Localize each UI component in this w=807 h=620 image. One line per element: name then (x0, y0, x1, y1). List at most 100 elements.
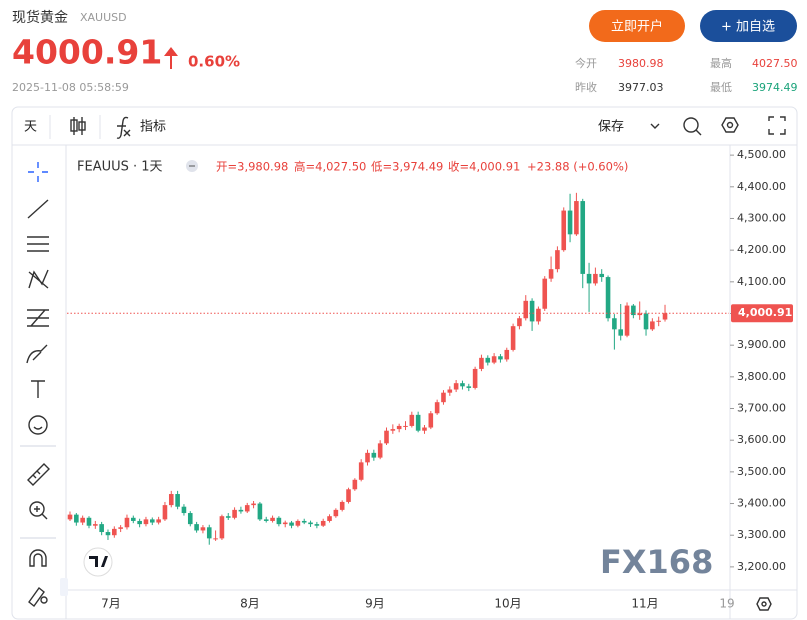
tv-logo-mark (89, 556, 108, 567)
y-tick-label: 3,700.00 (737, 402, 786, 415)
lock-tool[interactable] (28, 586, 48, 608)
y-tick-label: 3,200.00 (737, 560, 786, 573)
candle-body (593, 273, 598, 284)
indicator-icon[interactable] (116, 116, 131, 139)
chart-frame (11, 106, 798, 620)
candle-body (536, 308, 541, 322)
candle-body (580, 201, 586, 274)
candle-body (358, 462, 364, 480)
candle-body (542, 278, 548, 309)
crosshair-tool[interactable] (28, 162, 48, 182)
settings-button[interactable] (721, 117, 739, 133)
save-dropdown[interactable] (650, 123, 660, 129)
candle-body (422, 427, 427, 431)
candle-body (232, 509, 237, 518)
candle-body (149, 519, 155, 523)
y-tick-label: 3,600.00 (737, 433, 786, 446)
prediction-tool[interactable] (27, 309, 49, 327)
legend-high: 高=4,027.50 (294, 160, 366, 174)
candle-body (441, 392, 446, 403)
candle-body (574, 201, 579, 235)
y-tick-label: 3,400.00 (737, 497, 786, 510)
candle-body (244, 505, 250, 512)
candle-body (491, 356, 497, 363)
candle-body (586, 273, 592, 284)
candle-body (555, 250, 560, 270)
stat-value: 3980.98 (618, 57, 664, 70)
candle-body (137, 520, 142, 525)
candle-body (371, 452, 377, 458)
candle-body (396, 425, 402, 430)
watchlist-button[interactable]: + 加自选 (700, 10, 797, 42)
candle-body (213, 538, 218, 540)
open-account-button[interactable]: 立即开户 (589, 10, 685, 42)
candle-body (156, 519, 161, 523)
button-label: + 加自选 (721, 20, 775, 35)
axis-settings[interactable] (756, 597, 772, 611)
candle-body (327, 516, 332, 521)
candle-body (453, 383, 459, 390)
candle-body (118, 527, 123, 529)
sidebar-toggle[interactable] (60, 578, 68, 596)
quick-search-button[interactable] (683, 117, 702, 136)
candle-body (257, 503, 263, 520)
candle-body (181, 506, 187, 514)
y-tick-label: 3,300.00 (737, 528, 786, 541)
candle-body (403, 425, 408, 427)
x-tick-label: 11月 (631, 597, 658, 611)
candle-body (643, 313, 649, 330)
candle-body (105, 532, 111, 536)
chart-type-button[interactable] (70, 117, 86, 135)
button-bg (700, 10, 797, 42)
fullscreen-button[interactable] (768, 116, 786, 135)
candle-body (333, 509, 339, 517)
emoji-tool[interactable] (28, 415, 48, 435)
candle-body (447, 389, 453, 393)
candle-body (662, 313, 668, 320)
pattern-tool[interactable] (28, 269, 49, 289)
trendline-tool[interactable] (27, 199, 49, 219)
candle-body (289, 522, 294, 526)
fib-tool[interactable] (27, 236, 49, 252)
indicators-button[interactable]: 指标 (140, 120, 166, 135)
candle-body (282, 522, 288, 525)
y-tick-label: 4,500.00 (737, 148, 786, 161)
save-button[interactable]: 保存 (598, 120, 624, 135)
button-label: 立即开户 (611, 19, 663, 35)
candle-body (548, 269, 554, 279)
zoom-tool[interactable] (29, 501, 48, 520)
candle-body (346, 489, 351, 502)
candle-body (162, 505, 168, 520)
candle-body (168, 494, 174, 506)
candle-body (504, 349, 510, 360)
candle-body (605, 277, 611, 319)
candle-body (143, 519, 149, 525)
candle-body (124, 517, 130, 528)
candle-body (517, 318, 522, 327)
y-tick-label: 4,100.00 (737, 275, 786, 288)
button-bg (589, 10, 685, 42)
magnet-tool[interactable] (29, 549, 47, 567)
candle-body (390, 429, 396, 431)
candle-body (187, 513, 193, 525)
candle-body (339, 501, 345, 510)
ruler-tool[interactable] (27, 463, 50, 486)
x-tick-label: 7月 (101, 597, 121, 611)
symbol: XAUUSD (80, 11, 127, 24)
candle-body (80, 517, 85, 523)
candle-body (377, 443, 383, 458)
candle-body (263, 519, 269, 521)
stat-label: 最高 (710, 56, 732, 70)
text-tool[interactable] (31, 380, 45, 398)
x-tick-label: 10月 (494, 597, 521, 611)
legend-symbol: FEAUUS · 1天 (77, 160, 163, 175)
x-tick-label: 8月 (240, 597, 260, 611)
stat-label: 昨收 (575, 80, 597, 94)
candle-body (74, 514, 79, 523)
brush-tool[interactable] (26, 344, 48, 364)
candle-body (206, 527, 212, 539)
interval-button[interactable]: 天 (24, 120, 37, 135)
watermark: FX168 (600, 543, 713, 581)
candle-body (112, 528, 117, 536)
candle-body (631, 305, 636, 316)
